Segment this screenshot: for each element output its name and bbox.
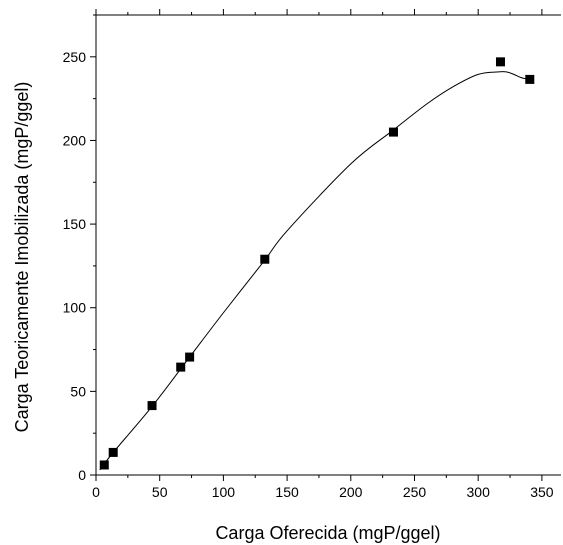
data-point xyxy=(185,352,195,362)
x-tick-label: 200 xyxy=(339,484,363,500)
x-tick-label: 50 xyxy=(152,484,168,500)
x-tick-label: 0 xyxy=(92,484,100,500)
y-tick-label: 50 xyxy=(70,383,86,399)
y-ticks: 0 50 100 150 200 250 xyxy=(63,14,96,483)
y-tick-label: 200 xyxy=(63,132,87,148)
y-axis-title: Carga Teoricamente Imobilizada (mgP/ggel… xyxy=(12,82,32,433)
data-point xyxy=(108,447,118,457)
y-tick-label: 150 xyxy=(63,216,87,232)
x-tick-label: 350 xyxy=(530,484,554,500)
x-tick-label: 250 xyxy=(403,484,427,500)
y-tick-label: 250 xyxy=(63,49,87,65)
data-point xyxy=(176,362,186,372)
data-point xyxy=(525,74,535,84)
x-tick-label: 150 xyxy=(275,484,299,500)
data-point xyxy=(495,57,505,67)
y-tick-label: 100 xyxy=(63,300,87,316)
data-point xyxy=(260,254,270,264)
data-point xyxy=(388,127,398,137)
fit-curve xyxy=(99,71,530,471)
x-tick-label: 300 xyxy=(467,484,491,500)
data-points xyxy=(99,57,535,470)
y-tick-label: 0 xyxy=(78,467,86,483)
x-ticks: 0 50 100 150 200 250 300 350 xyxy=(92,9,554,500)
data-point xyxy=(99,460,109,470)
plot-frame xyxy=(95,14,561,476)
x-tick-label: 100 xyxy=(212,484,236,500)
data-point xyxy=(147,401,157,411)
x-axis-title: Carga Oferecida (mgP/ggel) xyxy=(215,523,440,543)
